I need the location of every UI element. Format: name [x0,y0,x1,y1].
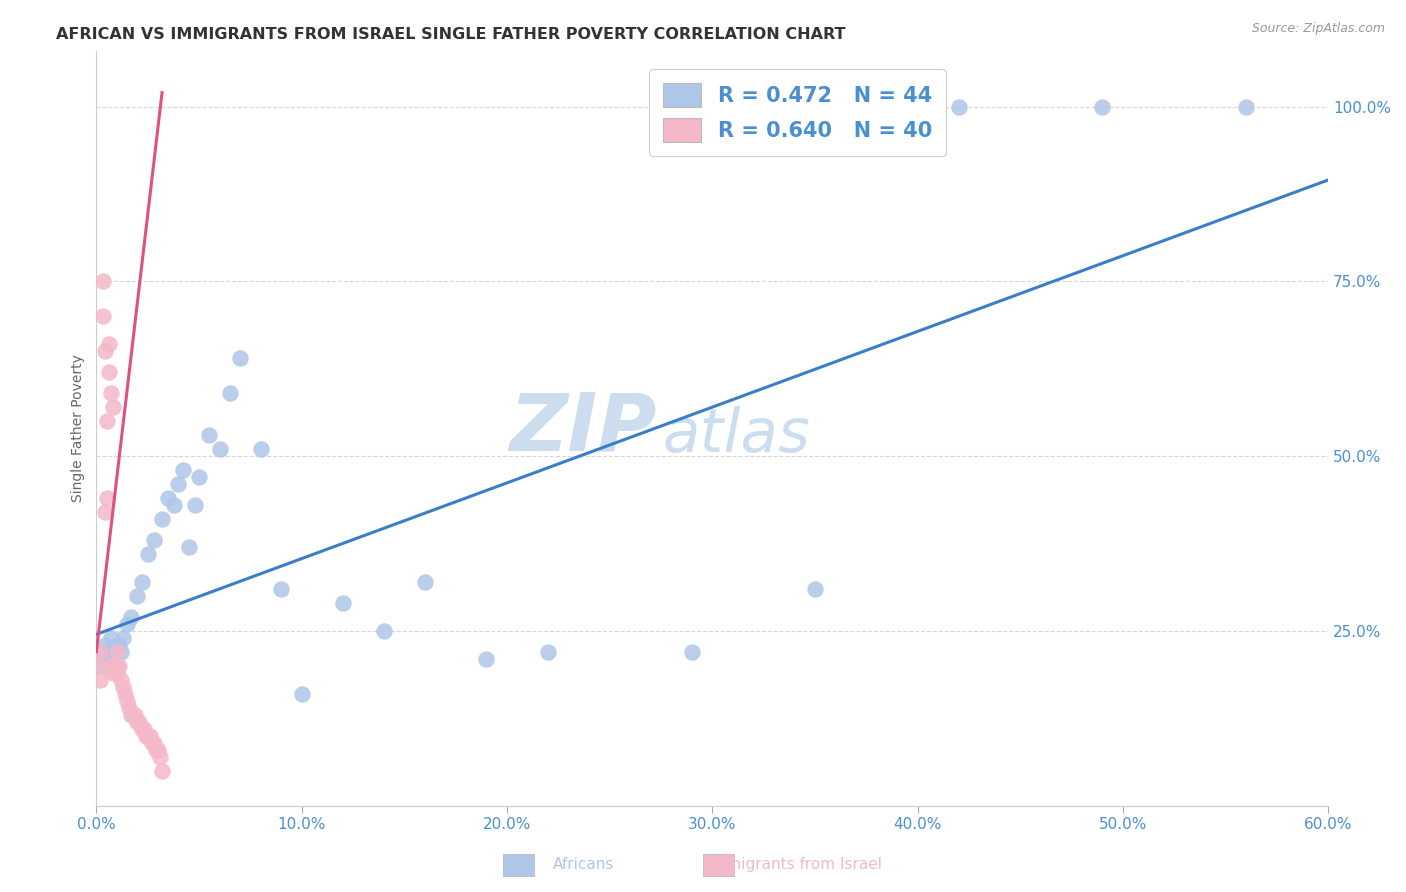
Point [115,616,138,631]
Point [91,658,114,673]
Point [96,491,118,505]
Point [142,533,165,547]
Point [208,442,231,456]
Point [93,638,115,652]
Point [108,638,131,652]
Text: Immigrants from Israel: Immigrants from Israel [707,857,882,872]
Point [105,645,128,659]
Point [96,645,118,659]
Point [87,652,110,666]
Point [128,714,150,729]
Point [198,428,221,442]
Point [114,687,136,701]
Point [136,547,159,561]
Text: Source: ZipAtlas.com: Source: ZipAtlas.com [1251,22,1385,36]
Point [157,491,180,505]
Point [127,714,149,729]
Point [115,694,138,708]
Point [110,673,132,687]
Legend: R = 0.472   N = 44, R = 0.640   N = 40: R = 0.472 N = 44, R = 0.640 N = 40 [648,69,946,156]
Point [120,707,142,722]
Point [681,645,703,659]
Point [145,742,167,756]
Point [218,386,240,401]
Point [1234,100,1257,114]
Point [141,736,163,750]
Point [87,658,110,673]
Point [122,707,145,722]
Point [163,498,186,512]
Point [142,736,165,750]
Point [131,574,153,589]
Point [332,596,354,610]
Point [110,645,132,659]
Point [132,722,155,736]
Point [146,742,169,756]
Point [177,540,200,554]
Point [101,645,124,659]
Point [188,470,211,484]
Text: ZIP: ZIP [509,389,657,467]
Point [124,707,146,722]
Point [948,100,970,114]
Point [184,498,207,512]
Point [101,400,124,414]
Point [475,652,498,666]
Point [105,665,128,680]
Text: Africans: Africans [553,857,614,872]
Point [108,658,131,673]
Point [97,652,120,666]
Point [167,477,190,491]
Point [112,680,135,694]
Point [229,351,252,366]
Point [100,386,122,401]
Point [104,652,127,666]
Point [97,365,120,379]
Point [118,700,141,714]
Point [97,337,120,351]
Point [291,687,314,701]
Point [373,624,395,638]
Point [93,505,115,519]
Point [89,673,111,687]
Point [101,665,124,680]
Point [91,310,114,324]
Point [136,729,159,743]
Point [804,582,827,596]
Point [100,631,122,645]
Point [1091,100,1114,114]
Point [104,658,127,673]
Point [138,729,160,743]
Point [150,764,173,778]
Point [135,729,157,743]
Text: atlas: atlas [664,406,811,466]
Point [89,645,111,659]
Point [172,463,194,477]
Point [537,645,560,659]
Point [270,582,292,596]
Point [100,658,122,673]
Y-axis label: Single Father Poverty: Single Father Poverty [72,354,86,502]
Point [413,574,436,589]
Point [93,344,115,359]
Point [127,589,149,603]
Point [96,414,118,428]
Point [89,645,111,659]
Text: AFRICAN VS IMMIGRANTS FROM ISRAEL SINGLE FATHER POVERTY CORRELATION CHART: AFRICAN VS IMMIGRANTS FROM ISRAEL SINGLE… [56,27,846,42]
Point [150,512,173,526]
Point [131,722,153,736]
Point [249,442,271,456]
Point [112,631,135,645]
Point [120,610,142,624]
Point [149,749,172,764]
Point [91,274,114,288]
Point [105,658,128,673]
